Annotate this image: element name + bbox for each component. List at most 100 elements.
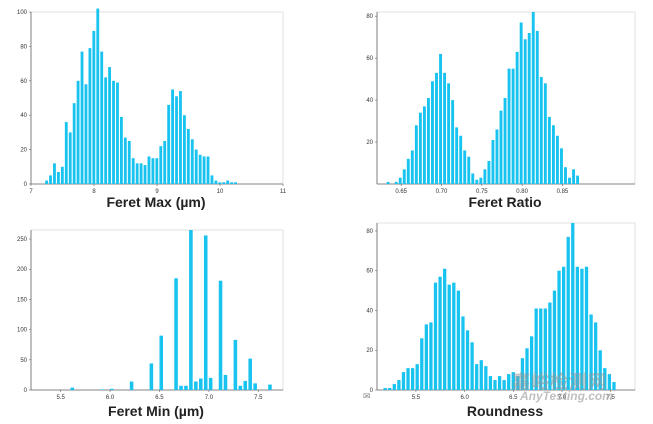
- histogram-bar: [202, 156, 206, 184]
- histogram-bar: [571, 223, 575, 390]
- histogram-bar: [248, 358, 252, 390]
- histogram-bar: [463, 150, 467, 184]
- histogram-bar: [415, 364, 419, 390]
- x-tick-label: 0.70: [436, 189, 448, 195]
- histogram-bar: [60, 166, 64, 184]
- histogram-bar: [96, 8, 100, 185]
- histogram-bar: [163, 141, 167, 184]
- histogram-bar: [218, 280, 223, 390]
- histogram-bar: [238, 385, 243, 390]
- histogram-bar: [589, 314, 593, 390]
- histogram-bar: [612, 382, 616, 390]
- histogram-bar: [516, 376, 520, 390]
- histogram-bar: [435, 72, 438, 184]
- plot-frame: [30, 229, 284, 391]
- histogram-bar: [431, 81, 434, 184]
- histogram-bar: [414, 125, 418, 184]
- histogram-bar: [584, 266, 589, 390]
- histogram-bar: [491, 139, 495, 184]
- histogram-bar: [443, 268, 447, 390]
- histogram-bar: [487, 160, 491, 184]
- y-tick-label: 80: [366, 14, 373, 20]
- histogram-bar: [447, 284, 451, 390]
- histogram-bar: [194, 381, 198, 390]
- histogram-bar: [594, 322, 598, 390]
- histogram-bar: [456, 290, 461, 390]
- x-tick-label: 5.5: [412, 395, 421, 401]
- histogram-bar: [394, 181, 398, 184]
- histogram-bar: [398, 177, 402, 184]
- histogram-bar: [194, 149, 198, 184]
- histogram-bar: [56, 171, 60, 184]
- histogram-bar: [230, 182, 234, 184]
- histogram-bar: [561, 266, 566, 390]
- histogram-bar: [206, 156, 210, 184]
- histogram-bar: [572, 169, 576, 184]
- histogram-bar: [76, 80, 80, 184]
- histogram-bar: [452, 282, 456, 390]
- x-tick-label: 0.65: [395, 189, 407, 195]
- histogram-bar: [543, 83, 547, 184]
- histogram-bar: [555, 135, 559, 184]
- histogram-bar: [210, 175, 214, 184]
- histogram-bar: [171, 89, 174, 184]
- y-tick-label: 0: [370, 388, 374, 394]
- x-tick-label: 7.5: [606, 395, 615, 401]
- y-tick-label: 40: [366, 98, 373, 104]
- x-tick-label: 8: [92, 189, 96, 195]
- histogram-bar: [447, 83, 451, 184]
- x-tick-label: 0.80: [516, 189, 528, 195]
- x-tick-label: 0.85: [557, 189, 569, 195]
- histogram-bar: [470, 342, 474, 390]
- histogram-bar: [119, 116, 123, 184]
- y-tick-label: 0: [24, 388, 28, 394]
- y-tick-label: 20: [366, 348, 373, 354]
- histogram-bar: [139, 163, 143, 184]
- histogram-bar: [433, 282, 438, 390]
- histogram-bar: [397, 380, 401, 390]
- histogram-bar: [461, 316, 465, 390]
- histogram-bar: [88, 48, 92, 185]
- histogram-bar: [179, 385, 183, 390]
- histogram-bar: [467, 156, 471, 184]
- histogram-bar: [143, 165, 147, 184]
- histogram-bar: [420, 338, 424, 390]
- histogram-bar: [475, 179, 479, 184]
- histogram-bar: [607, 374, 612, 390]
- histogram-bar: [174, 278, 178, 390]
- histogram-bar: [406, 368, 410, 390]
- y-tick-label: 80: [20, 44, 27, 50]
- watermark-en: AnyTesting.com: [520, 389, 613, 403]
- histogram-bar: [557, 270, 561, 390]
- histogram-bar: [100, 51, 104, 185]
- histogram-bar: [418, 112, 422, 184]
- histogram-bar: [488, 376, 493, 390]
- histogram-bar: [543, 308, 547, 390]
- y-tick-label: 50: [20, 358, 27, 364]
- histogram-bar: [222, 182, 226, 184]
- watermark-cn: 嘉峪检测网: [512, 372, 607, 393]
- histogram-bar: [401, 372, 406, 390]
- histogram-bar: [529, 336, 534, 390]
- histogram-bar: [159, 146, 163, 184]
- histogram-bar: [547, 116, 551, 184]
- wechat-icon: ✉: [363, 392, 371, 402]
- chart-title: Feret Min (µm): [108, 403, 204, 419]
- histogram-bar: [233, 339, 238, 390]
- histogram-bar: [511, 372, 515, 390]
- histogram-bar: [429, 322, 433, 390]
- histogram-bar: [525, 348, 529, 390]
- histogram-bar: [552, 290, 557, 390]
- histogram-bar: [479, 177, 483, 184]
- histogram-bar: [64, 122, 68, 184]
- histogram-bar: [108, 67, 111, 184]
- histogram-bar: [149, 363, 154, 390]
- y-tick-label: 20: [20, 148, 27, 154]
- histogram-bar: [523, 39, 527, 184]
- histogram-bar: [443, 72, 447, 184]
- x-tick-label: 6.0: [460, 395, 469, 401]
- chart-title: Feret Ratio: [468, 194, 541, 210]
- histogram-bar: [560, 148, 563, 184]
- histogram-bar: [424, 324, 428, 390]
- histogram-bar: [551, 125, 555, 184]
